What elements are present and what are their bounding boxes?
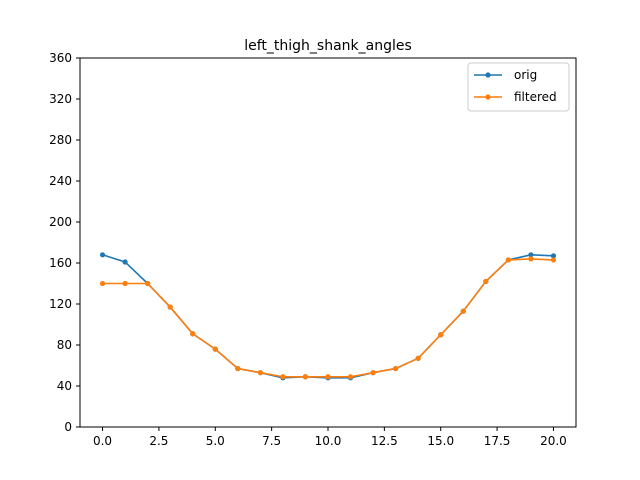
data-point-filtered xyxy=(370,370,376,376)
data-point-filtered xyxy=(122,280,128,287)
data-point-orig xyxy=(99,252,106,258)
data-point-orig xyxy=(550,253,557,259)
axes: 0.0 2.5 5.0 7.5 10.0 12.5 15.0 17.5 20.0 0 40 80 120… xyxy=(49,51,577,448)
x-tick-label: 15.0 xyxy=(427,434,454,448)
data-point-filtered xyxy=(302,374,309,380)
y-tick-label: 360 xyxy=(49,51,72,65)
data-point-filtered xyxy=(99,280,106,287)
data-point-orig xyxy=(122,259,128,265)
y-tick-label: 320 xyxy=(49,92,72,106)
x-tick-label: 2.5 xyxy=(149,434,168,448)
data-point-filtered xyxy=(280,374,286,380)
data-point-filtered xyxy=(505,257,511,263)
data-point-filtered xyxy=(483,278,489,285)
data-point-filtered xyxy=(235,365,241,372)
x-tick-label: 10.0 xyxy=(315,434,342,448)
y-tick-label: 160 xyxy=(49,256,72,270)
data-point-filtered xyxy=(257,370,263,376)
data-point-filtered xyxy=(347,374,354,380)
y-tick-label: 280 xyxy=(49,133,72,147)
x-tick-label: 12.5 xyxy=(371,434,398,448)
y-tick-label: 120 xyxy=(49,297,72,311)
data-point-filtered xyxy=(393,365,399,372)
x-tick-label: 17.5 xyxy=(484,434,511,448)
plot-area xyxy=(99,252,557,381)
y-tick-label: 0 xyxy=(64,420,72,434)
legend-marker-filtered xyxy=(485,94,491,100)
legend-label-orig: orig xyxy=(514,68,537,82)
x-tick-label: 5.0 xyxy=(206,434,225,448)
data-point-filtered xyxy=(145,280,151,287)
data-point-filtered xyxy=(415,355,421,361)
data-point-filtered xyxy=(460,308,466,314)
data-point-filtered xyxy=(167,304,173,310)
data-point-filtered xyxy=(325,374,331,380)
chart-title: left_thigh_shank_angles xyxy=(244,38,412,54)
data-point-filtered xyxy=(190,331,196,337)
data-point-filtered xyxy=(528,256,534,262)
x-tick-label: 20.0 xyxy=(540,434,567,448)
data-point-filtered xyxy=(550,257,557,263)
data-point-filtered xyxy=(212,346,218,352)
x-tick-label: 0.0 xyxy=(93,434,112,448)
x-tick-label: 7.5 xyxy=(262,434,281,448)
data-point-orig xyxy=(528,252,534,258)
legend: orig filtered xyxy=(467,62,570,112)
y-tick-label: 40 xyxy=(57,379,72,393)
y-tick-label: 80 xyxy=(57,338,72,352)
legend-marker-orig xyxy=(485,72,491,78)
legend-label-filtered: filtered xyxy=(514,90,557,104)
y-tick-label: 200 xyxy=(49,215,72,229)
y-tick-label: 240 xyxy=(49,174,72,188)
data-point-filtered xyxy=(438,332,444,338)
